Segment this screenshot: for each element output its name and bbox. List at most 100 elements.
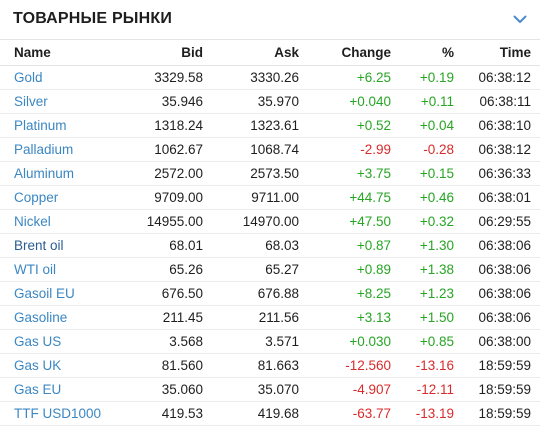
ask-value: 3.571: [203, 329, 299, 354]
table-row[interactable]: Gas EU 35.060 35.070 -4.907 -12.11 18:59:59: [0, 377, 540, 402]
instrument-link[interactable]: Gas US: [0, 329, 110, 354]
instrument-link[interactable]: Gasoline: [0, 305, 110, 330]
table-row[interactable]: Gold 3329.58 3330.26 +6.25 +0.19 06:38:12: [0, 65, 540, 90]
percent-change-value: +1.38: [391, 257, 454, 282]
time-value: 06:38:06: [454, 233, 540, 258]
instrument-link[interactable]: Gold: [0, 65, 110, 90]
instrument-link[interactable]: Gas UK: [0, 353, 110, 378]
percent-change-value: +1.30: [391, 233, 454, 258]
instrument-link[interactable]: TTF USD1000: [0, 401, 110, 426]
ask-value: 35.070: [203, 377, 299, 402]
table-row[interactable]: Gas UK 81.560 81.663 -12.560 -13.16 18:59:59: [0, 353, 540, 378]
change-value: +0.040: [299, 89, 391, 114]
bid-value: 35.946: [110, 89, 203, 114]
column-header-name[interactable]: Name: [0, 41, 110, 66]
percent-change-value: +1.23: [391, 281, 454, 306]
ask-value: 211.56: [203, 305, 299, 330]
time-value: 06:38:06: [454, 281, 540, 306]
column-header-time[interactable]: Time: [454, 41, 540, 66]
change-value: +3.13: [299, 305, 391, 330]
change-value: +0.030: [299, 329, 391, 354]
table-row[interactable]: Copper 9709.00 9711.00 +44.75 +0.46 06:38:01: [0, 185, 540, 210]
time-value: 06:38:00: [454, 329, 540, 354]
ask-value: 676.88: [203, 281, 299, 306]
column-header-ask[interactable]: Ask: [203, 41, 299, 66]
table-row[interactable]: WTI oil 65.26 65.27 +0.89 +1.38 06:38:06: [0, 257, 540, 282]
percent-change-value: +0.19: [391, 65, 454, 90]
bid-value: 9709.00: [110, 185, 203, 210]
percent-change-value: -13.16: [391, 353, 454, 378]
instrument-link[interactable]: WTI oil: [0, 257, 110, 282]
ask-value: 1323.61: [203, 113, 299, 138]
column-header-bid[interactable]: Bid: [110, 41, 203, 66]
change-value: +44.75: [299, 185, 391, 210]
bid-value: 211.45: [110, 305, 203, 330]
chevron-down-icon: [513, 15, 527, 23]
instrument-link[interactable]: Aluminum: [0, 161, 110, 186]
widget-title: ТОВАРНЫЕ РЫНКИ: [13, 10, 173, 27]
instrument-link[interactable]: Nickel: [0, 209, 110, 234]
bid-value: 68.01: [110, 233, 203, 258]
instrument-link[interactable]: Brent oil: [0, 233, 110, 258]
widget-header: ТОВАРНЫЕ РЫНКИ: [0, 0, 540, 40]
bid-value: 35.060: [110, 377, 203, 402]
quotes-table: Name Bid Ask Change % Time Gold 3329.58 33…: [0, 41, 540, 426]
bid-value: 419.53: [110, 401, 203, 426]
change-value: +8.25: [299, 281, 391, 306]
time-value: 06:38:06: [454, 257, 540, 282]
time-value: 18:59:59: [454, 353, 540, 378]
percent-change-value: +0.15: [391, 161, 454, 186]
table-row[interactable]: Gasoil EU 676.50 676.88 +8.25 +1.23 06:38:06: [0, 281, 540, 306]
time-value: 06:38:12: [454, 137, 540, 162]
bid-value: 65.26: [110, 257, 203, 282]
instrument-link[interactable]: Gasoil EU: [0, 281, 110, 306]
column-header-change[interactable]: Change: [299, 41, 391, 66]
table-row[interactable]: Aluminum 2572.00 2573.50 +3.75 +0.15 06:36:33: [0, 161, 540, 186]
table-row[interactable]: Gas US 3.568 3.571 +0.030 +0.85 06:38:00: [0, 329, 540, 354]
table-row[interactable]: TTF USD1000 419.53 419.68 -63.77 -13.19 18:59…: [0, 401, 540, 426]
time-value: 06:38:06: [454, 305, 540, 330]
ask-value: 9711.00: [203, 185, 299, 210]
ask-value: 81.663: [203, 353, 299, 378]
instrument-link[interactable]: Silver: [0, 89, 110, 114]
ask-value: 419.68: [203, 401, 299, 426]
percent-change-value: -0.28: [391, 137, 454, 162]
change-value: +47.50: [299, 209, 391, 234]
instrument-link[interactable]: Gas EU: [0, 377, 110, 402]
change-value: +0.89: [299, 257, 391, 282]
table-row[interactable]: Palladium 1062.67 1068.74 -2.99 -0.28 06:38:1…: [0, 137, 540, 162]
change-value: +3.75: [299, 161, 391, 186]
instrument-link[interactable]: Copper: [0, 185, 110, 210]
change-value: -2.99: [299, 137, 391, 162]
bid-value: 1062.67: [110, 137, 203, 162]
percent-change-value: +0.32: [391, 209, 454, 234]
time-value: 06:38:11: [454, 89, 540, 114]
time-value: 06:36:33: [454, 161, 540, 186]
ask-value: 1068.74: [203, 137, 299, 162]
percent-change-value: +0.04: [391, 113, 454, 138]
time-value: 06:38:01: [454, 185, 540, 210]
bid-value: 14955.00: [110, 209, 203, 234]
percent-change-value: -12.11: [391, 377, 454, 402]
collapse-button[interactable]: [508, 9, 532, 29]
table-row[interactable]: Platinum 1318.24 1323.61 +0.52 +0.04 06:38:10: [0, 113, 540, 138]
time-value: 18:59:59: [454, 377, 540, 402]
bid-value: 1318.24: [110, 113, 203, 138]
percent-change-value: +0.85: [391, 329, 454, 354]
column-header-percent[interactable]: %: [391, 41, 454, 66]
time-value: 06:38:10: [454, 113, 540, 138]
table-header-row: Name Bid Ask Change % Time: [0, 41, 540, 66]
table-row[interactable]: Nickel 14955.00 14970.00 +47.50 +0.32 06:29:5…: [0, 209, 540, 234]
change-value: +0.52: [299, 113, 391, 138]
change-value: -63.77: [299, 401, 391, 426]
ask-value: 65.27: [203, 257, 299, 282]
ask-value: 3330.26: [203, 65, 299, 90]
table-row[interactable]: Gasoline 211.45 211.56 +3.13 +1.50 06:38:06: [0, 305, 540, 330]
time-value: 18:59:59: [454, 401, 540, 426]
instrument-link[interactable]: Platinum: [0, 113, 110, 138]
table-row[interactable]: Silver 35.946 35.970 +0.040 +0.11 06:38:11: [0, 89, 540, 114]
percent-change-value: +0.11: [391, 89, 454, 114]
instrument-link[interactable]: Palladium: [0, 137, 110, 162]
table-row[interactable]: Brent oil 68.01 68.03 +0.87 +1.30 06:38:06: [0, 233, 540, 258]
